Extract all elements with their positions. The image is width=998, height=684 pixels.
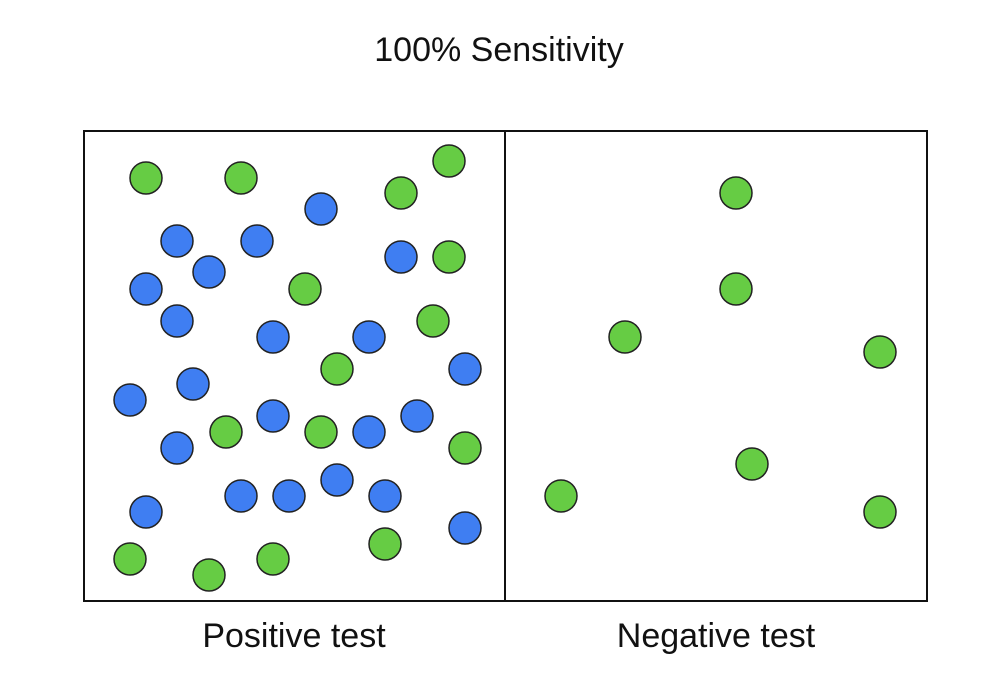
negative-test-panel [544, 176, 897, 529]
blue-dot [256, 320, 290, 354]
green-dot [256, 542, 290, 576]
green-dot [224, 161, 258, 195]
green-dot [416, 304, 450, 338]
green-dot [384, 176, 418, 210]
green-dot [209, 415, 243, 449]
positive-test-panel [113, 144, 482, 592]
blue-dot [272, 479, 306, 513]
blue-dot [129, 495, 163, 529]
blue-dot [176, 367, 210, 401]
blue-dot [129, 272, 163, 306]
green-dot [368, 527, 402, 561]
green-dot [863, 495, 897, 529]
blue-dot [160, 431, 194, 465]
diagram-title: 100% Sensitivity [374, 31, 624, 69]
blue-dot [400, 399, 434, 433]
blue-dot [352, 415, 386, 449]
blue-dot [160, 304, 194, 338]
blue-dot [160, 224, 194, 258]
green-dot [719, 176, 753, 210]
green-dot [304, 415, 338, 449]
blue-dot [240, 224, 274, 258]
green-dot [735, 447, 769, 481]
green-dot [719, 272, 753, 306]
green-dot [863, 335, 897, 369]
blue-dot [352, 320, 386, 354]
green-dot [320, 352, 354, 386]
blue-dot [320, 463, 354, 497]
blue-dot [192, 255, 226, 289]
blue-dot [384, 240, 418, 274]
blue-dot [448, 511, 482, 545]
green-dot [288, 272, 322, 306]
blue-dot [113, 383, 147, 417]
green-dot [608, 320, 642, 354]
negative-test-label: Negative test [616, 617, 816, 655]
green-dot [113, 542, 147, 576]
blue-dot [448, 352, 482, 386]
green-dot [129, 161, 163, 195]
blue-dot [256, 399, 290, 433]
green-dot [432, 144, 466, 178]
blue-dot [224, 479, 258, 513]
green-dot [432, 240, 466, 274]
green-dot [448, 431, 482, 465]
green-dot [192, 558, 226, 592]
blue-dot [368, 479, 402, 513]
green-dot [544, 479, 578, 513]
blue-dot [304, 192, 338, 226]
positive-test-label: Positive test [202, 617, 386, 655]
